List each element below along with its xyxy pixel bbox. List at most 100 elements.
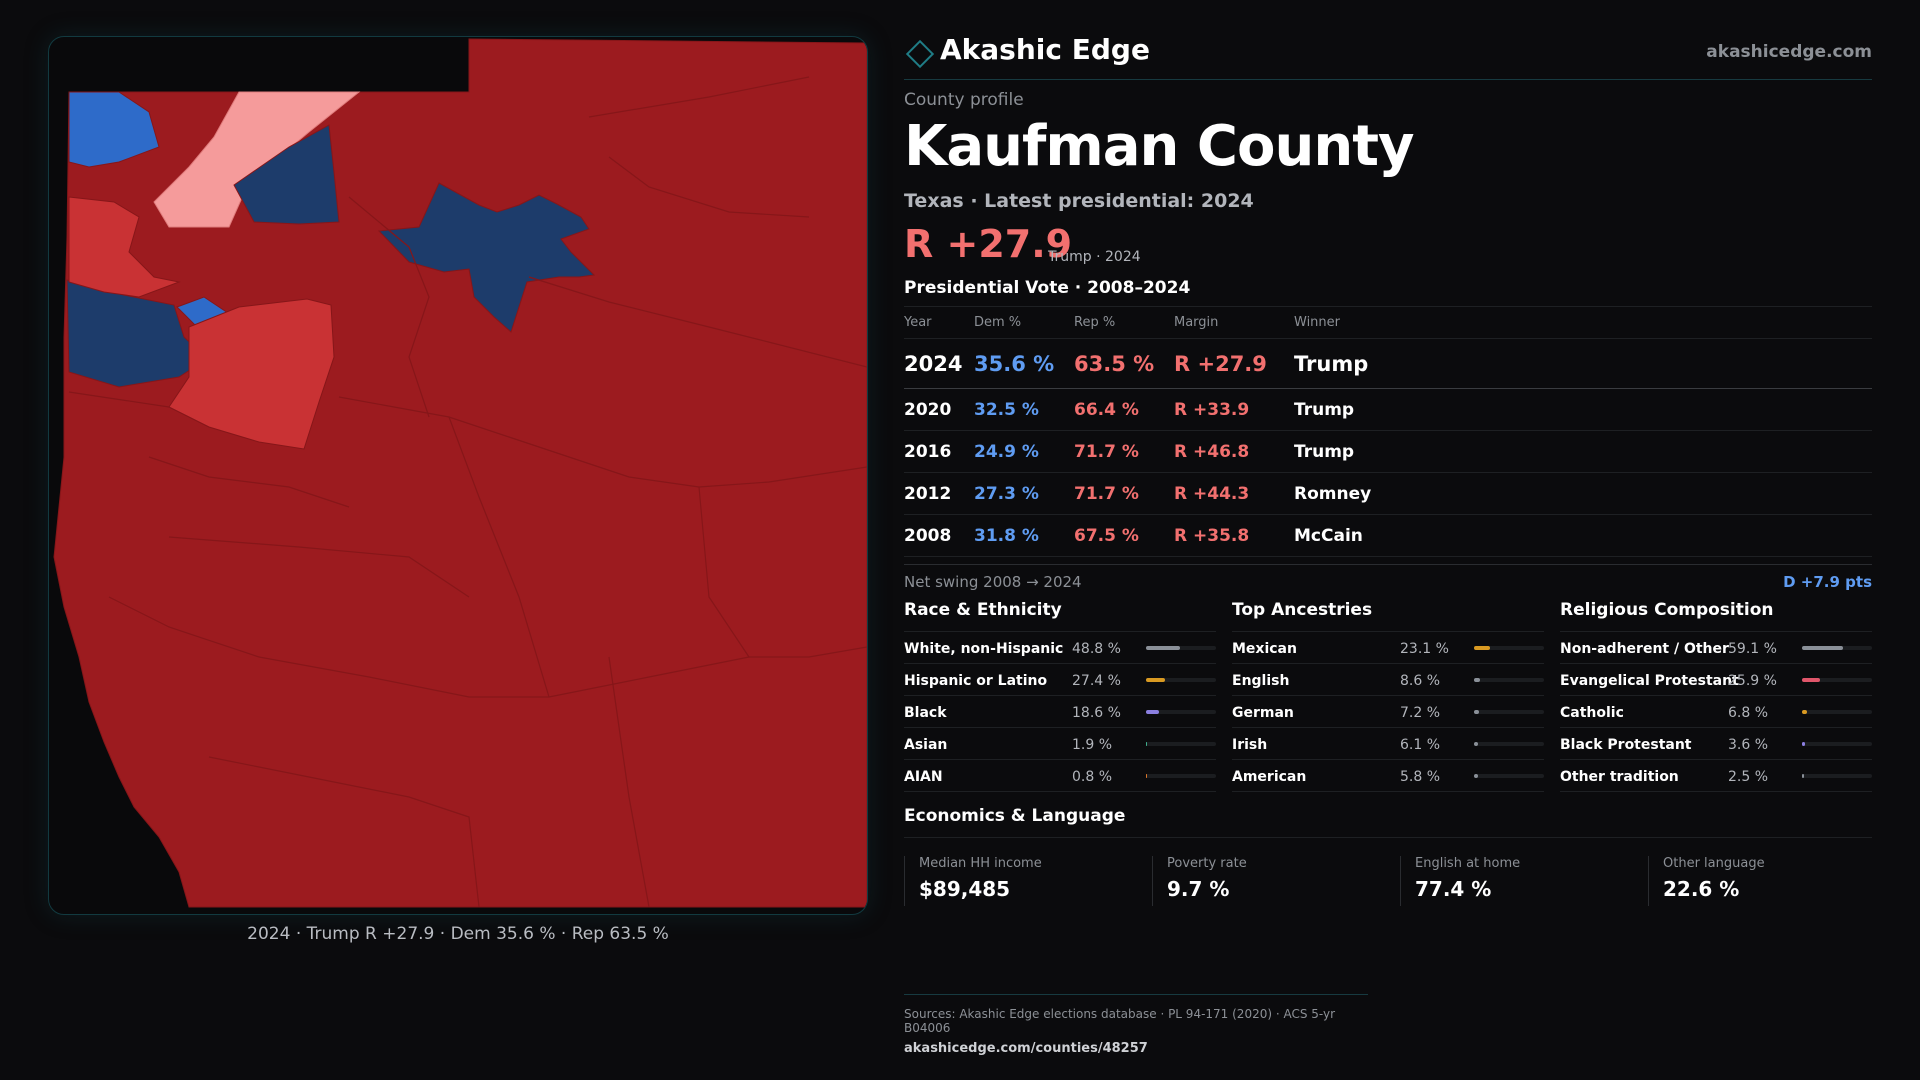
list-item: AIAN 0.8 % [904, 760, 1216, 792]
share-bar-track [1802, 710, 1872, 714]
item-name: English [1232, 673, 1290, 689]
share-bar-fill [1146, 678, 1166, 682]
item-percent: 18.6 % [1072, 705, 1121, 721]
list-item: Catholic 6.8 % [1560, 696, 1872, 728]
vote-table: Year Dem % Rep % Margin Winner 2024 35.6… [904, 306, 1872, 557]
item-name: Non-adherent / Other [1560, 641, 1729, 657]
item-percent: 1.9 % [1072, 737, 1113, 753]
row-year: 2020 [904, 400, 952, 420]
sources-footer: Sources: Akashic Edge elections database… [904, 994, 1368, 1056]
row-margin: R +27.9 [1174, 352, 1267, 376]
share-bar-fill [1474, 678, 1481, 682]
item-name: Irish [1232, 737, 1268, 753]
row-year: 2008 [904, 526, 952, 546]
share-bar-track [1802, 678, 1872, 682]
econ-label: Median HH income [919, 856, 1042, 871]
list-item: Black 18.6 % [904, 696, 1216, 728]
header-winner: Winner [1294, 315, 1341, 330]
list-item: Asian 1.9 % [904, 728, 1216, 760]
religion-title: Religious Composition [1560, 600, 1872, 632]
table-row: 2024 35.6 % 63.5 % R +27.9 Trump [904, 339, 1872, 389]
item-name: Mexican [1232, 641, 1297, 657]
share-bar-fill [1474, 742, 1479, 746]
item-percent: 7.2 % [1400, 705, 1441, 721]
item-name: Hispanic or Latino [904, 673, 1048, 689]
econ-label: Other language [1663, 856, 1765, 871]
precinct-map[interactable] [48, 36, 868, 915]
brand-url-link[interactable]: akashicedge.com [1706, 42, 1872, 62]
share-bar-track [1802, 646, 1872, 650]
share-bar-track [1474, 678, 1544, 682]
item-percent: 48.8 % [1072, 641, 1121, 657]
share-bar-fill [1802, 710, 1807, 714]
sources-line: Sources: Akashic Edge elections database… [904, 1007, 1336, 1035]
share-bar-track [1146, 742, 1216, 746]
profile-eyebrow: County profile [904, 90, 1024, 110]
item-percent: 6.1 % [1400, 737, 1441, 753]
economics-title: Economics & Language [904, 806, 1872, 838]
row-rep: 66.4 % [1074, 400, 1139, 420]
map-caption: 2024 · Trump R +27.9 · Dem 35.6 % · Rep … [247, 924, 669, 944]
race-title: Race & Ethnicity [904, 600, 1216, 632]
item-percent: 23.1 % [1400, 641, 1449, 657]
econ-value: 9.7 % [1167, 877, 1230, 901]
share-bar-fill [1146, 710, 1160, 714]
row-rep: 67.5 % [1074, 526, 1139, 546]
item-percent: 3.6 % [1728, 737, 1769, 753]
econ-value: 22.6 % [1663, 877, 1740, 901]
share-bar-fill [1474, 774, 1479, 778]
share-bar-fill [1146, 646, 1181, 650]
precinct-lean-r-center [168, 298, 335, 450]
net-swing-value: D +7.9 pts [1783, 573, 1872, 591]
econ-value: $89,485 [919, 877, 1011, 901]
econ-label: Poverty rate [1167, 856, 1247, 871]
share-bar-track [1146, 710, 1216, 714]
item-name: AIAN [904, 769, 943, 785]
precinct-boundaries [68, 76, 867, 908]
row-rep: 71.7 % [1074, 484, 1139, 504]
table-row: 2016 24.9 % 71.7 % R +46.8 Trump [904, 431, 1872, 473]
row-year: 2016 [904, 442, 952, 462]
precinct-light-r [153, 91, 361, 228]
item-percent: 25.9 % [1728, 673, 1777, 689]
row-winner: Trump [1294, 442, 1355, 462]
econ-income: Median HH income $89,485 [904, 856, 1136, 906]
net-swing: Net swing 2008 → 2024 D +7.9 pts [904, 564, 1872, 594]
econ-label: English at home [1415, 856, 1521, 871]
share-bar-track [1146, 774, 1216, 778]
share-bar-fill [1146, 742, 1148, 746]
ancestry-section: Top Ancestries Mexican 23.1 % English 8.6 %… [1232, 600, 1544, 792]
share-bar-track [1474, 646, 1544, 650]
item-name: German [1232, 705, 1294, 721]
brand-name[interactable]: Akashic Edge [940, 33, 1150, 66]
row-dem: 35.6 % [974, 352, 1055, 376]
county-title: Kaufman County [904, 114, 1414, 179]
precinct-lean-d-nw [68, 91, 160, 168]
row-rep: 63.5 % [1074, 352, 1155, 376]
list-item: Evangelical Protestant 25.9 % [1560, 664, 1872, 696]
brand-header: Akashic Edge akashicedge.com [904, 30, 1872, 80]
precinct-lean-r-west [68, 196, 181, 298]
share-bar-fill [1474, 646, 1491, 650]
header-rep: Rep % [1074, 315, 1116, 330]
precinct-strong-d-city [377, 182, 596, 333]
list-item: Hispanic or Latino 27.4 % [904, 664, 1216, 696]
row-margin: R +44.3 [1174, 484, 1250, 504]
share-bar-track [1146, 646, 1216, 650]
row-dem: 32.5 % [974, 400, 1039, 420]
item-percent: 2.5 % [1728, 769, 1769, 785]
row-margin: R +33.9 [1174, 400, 1250, 420]
item-percent: 8.6 % [1400, 673, 1441, 689]
item-percent: 5.8 % [1400, 769, 1441, 785]
row-winner: McCain [1294, 526, 1363, 546]
item-percent: 27.4 % [1072, 673, 1121, 689]
row-winner: Trump [1294, 352, 1369, 376]
item-name: Black Protestant [1560, 737, 1692, 753]
headline-margin: R +27.9 [904, 222, 1073, 266]
sources-url-link[interactable]: akashicedge.com/counties/48257 [904, 1041, 1148, 1056]
precinct-map-svg[interactable] [49, 37, 868, 915]
list-item: Non-adherent / Other 59.1 % [1560, 632, 1872, 664]
diamond-logo-icon [905, 39, 935, 69]
race-section: Race & Ethnicity White, non-Hispanic 48.8… [904, 600, 1216, 792]
item-name: White, non-Hispanic [904, 641, 1064, 657]
